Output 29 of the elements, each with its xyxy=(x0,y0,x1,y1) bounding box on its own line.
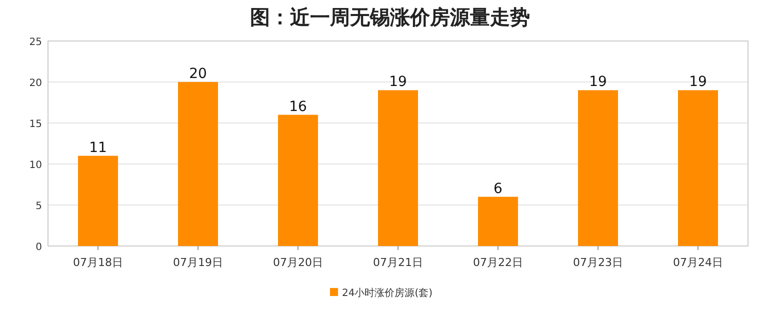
chart-title: 图：近一周无锡涨价房源量走势 xyxy=(250,5,530,29)
y-tick-label: 5 xyxy=(36,201,42,212)
x-tick-label: 07月20日 xyxy=(273,256,323,269)
x-tick-label: 07月21日 xyxy=(373,256,423,269)
data-label: 19 xyxy=(689,74,707,90)
x-tick-label: 07月18日 xyxy=(73,256,123,269)
data-label: 19 xyxy=(589,74,607,90)
bar xyxy=(378,90,418,246)
y-tick-label: 10 xyxy=(29,160,42,171)
bar xyxy=(178,82,218,246)
x-tick-label: 07月19日 xyxy=(173,256,223,269)
bar xyxy=(678,90,718,246)
y-tick-label: 25 xyxy=(29,37,42,48)
bar xyxy=(78,156,118,246)
y-tick-label: 0 xyxy=(36,242,42,253)
y-tick-label: 15 xyxy=(29,119,42,130)
data-label: 19 xyxy=(389,74,407,90)
data-label: 6 xyxy=(494,180,503,197)
data-label: 20 xyxy=(189,66,207,82)
bar xyxy=(478,196,518,246)
data-label: 16 xyxy=(289,98,307,115)
x-tick-label: 07月23日 xyxy=(573,256,623,269)
y-tick-label: 20 xyxy=(29,78,42,89)
legend-label: 24小时涨价房源(套) xyxy=(342,287,433,299)
data-label: 11 xyxy=(89,140,107,156)
bar xyxy=(578,90,618,246)
x-tick-label: 07月22日 xyxy=(473,256,523,269)
x-tick-label: 07月24日 xyxy=(673,256,723,269)
bar xyxy=(278,114,318,246)
